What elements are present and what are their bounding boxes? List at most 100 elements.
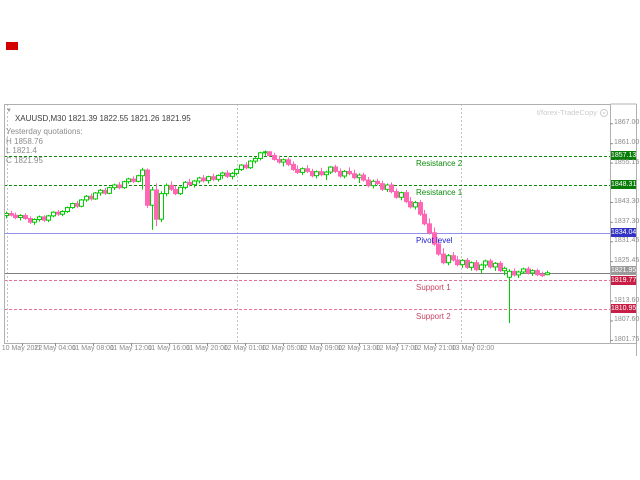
candle-body: [277, 158, 282, 163]
candle-body: [248, 160, 253, 169]
candle-body: [136, 175, 141, 182]
candle-body: [300, 168, 305, 173]
candle-body: [366, 179, 371, 187]
candle-body: [145, 169, 150, 206]
chart-expand-arrow-icon[interactable]: ▼: [6, 108, 12, 114]
price-tick-label: 1855.15: [614, 159, 640, 166]
candle-body: [357, 174, 362, 179]
candle-body: [474, 262, 479, 271]
candle-body: [234, 168, 239, 174]
candle-body: [399, 192, 404, 198]
candle-body: [540, 274, 545, 277]
candle-body: [516, 271, 521, 276]
candle-body: [512, 270, 517, 276]
candle-body: [460, 259, 465, 266]
price-badge-resistance-2: 1857.13: [611, 151, 637, 160]
candle-body: [187, 181, 192, 186]
candle-body: [169, 184, 174, 190]
candle-body: [545, 272, 550, 276]
candle-body: [479, 264, 484, 271]
red-marker: [6, 42, 18, 50]
time-tick-label: 12 May 09:00: [299, 345, 343, 352]
price-badge-support-2: 1810.95: [611, 304, 637, 313]
candle-body: [159, 193, 164, 220]
candle-body: [51, 211, 56, 217]
candle-body: [375, 180, 380, 185]
candle-body: [98, 189, 103, 194]
time-tick-label: 12 May 05:00: [261, 345, 305, 352]
candle-body: [9, 213, 14, 216]
candle-body: [319, 171, 324, 176]
candle-body: [361, 174, 366, 181]
candle-body: [70, 203, 75, 209]
candle-body: [93, 192, 98, 200]
candle-body: [23, 215, 28, 220]
candle-body: [32, 219, 37, 223]
candle-body: [310, 170, 315, 177]
candle-body: [488, 260, 493, 268]
candle-body: [263, 151, 268, 154]
candle-body: [427, 223, 432, 234]
candle-body: [253, 157, 258, 162]
price-badge-bid: 1821.95: [611, 266, 637, 275]
candle-body: [4, 213, 9, 217]
candle-body: [432, 232, 437, 245]
candle-body: [154, 189, 159, 220]
quotations-header: Yesterday quotations:: [6, 127, 83, 136]
candle-body: [131, 178, 136, 182]
candle-body: [380, 183, 385, 190]
candle-body: [286, 159, 291, 165]
support-1-label: Support 1: [416, 282, 451, 292]
candle-body: [408, 201, 413, 208]
price-tick-label: 1867.00: [614, 119, 640, 126]
candle-body: [75, 203, 80, 207]
candle-body: [389, 184, 394, 193]
price-tick-label: 1843.30: [614, 198, 640, 205]
candle-body: [446, 255, 451, 264]
candle-body: [465, 259, 470, 268]
candle-body: [46, 215, 51, 221]
candle-body: [173, 188, 178, 195]
candle-body: [314, 171, 319, 177]
candle-body: [56, 211, 61, 215]
time-tick-label: 10 May 2022: [1, 345, 43, 352]
price-tick-label: 1801.75: [614, 336, 640, 343]
candle-body: [258, 152, 263, 159]
candle-body: [13, 214, 18, 219]
candle-body: [192, 180, 197, 186]
support-2-label: Support 2: [416, 311, 451, 321]
candle-body: [371, 180, 376, 187]
time-tick-label: 11 May 08:00: [72, 345, 114, 352]
candle-body: [281, 159, 286, 163]
plot-border: [4, 104, 611, 344]
time-tick-label: 11 May 12:00: [110, 345, 152, 352]
candle-body: [291, 163, 296, 170]
quotations-high: H 1858.76: [6, 136, 43, 146]
time-tick-label: 12 May 13:00: [337, 345, 381, 352]
time-tick-label: 12 May 17:00: [375, 345, 419, 352]
time-tick-label: 11 May 04:00: [34, 345, 76, 352]
candle-body: [267, 151, 272, 156]
price-badge-pivot-level: 1834.04: [611, 228, 637, 237]
candle-body: [272, 154, 277, 160]
candle-body: [239, 164, 244, 170]
candle-body: [295, 168, 300, 173]
candle-body: [183, 181, 188, 188]
price-tick-label: 1807.60: [614, 316, 640, 323]
watermark: t/forex-TradeCopy: [537, 108, 608, 118]
candle-body: [502, 267, 507, 272]
candle-body: [342, 170, 347, 177]
candle-body: [404, 192, 409, 203]
quotations-low: L 1821.4: [6, 146, 37, 155]
price-tick-label: 1837.30: [614, 218, 640, 225]
candle-body: [197, 177, 202, 182]
candle-body: [37, 216, 42, 221]
candle-body: [211, 176, 216, 180]
time-tick-label: 12 May 21:00: [413, 345, 457, 352]
candle-body: [422, 213, 427, 225]
price-tick-label: 1861.00: [614, 139, 640, 146]
time-tick-label: 11 May 16:00: [148, 345, 190, 352]
candle-body: [483, 260, 488, 266]
candle-body: [333, 166, 338, 172]
